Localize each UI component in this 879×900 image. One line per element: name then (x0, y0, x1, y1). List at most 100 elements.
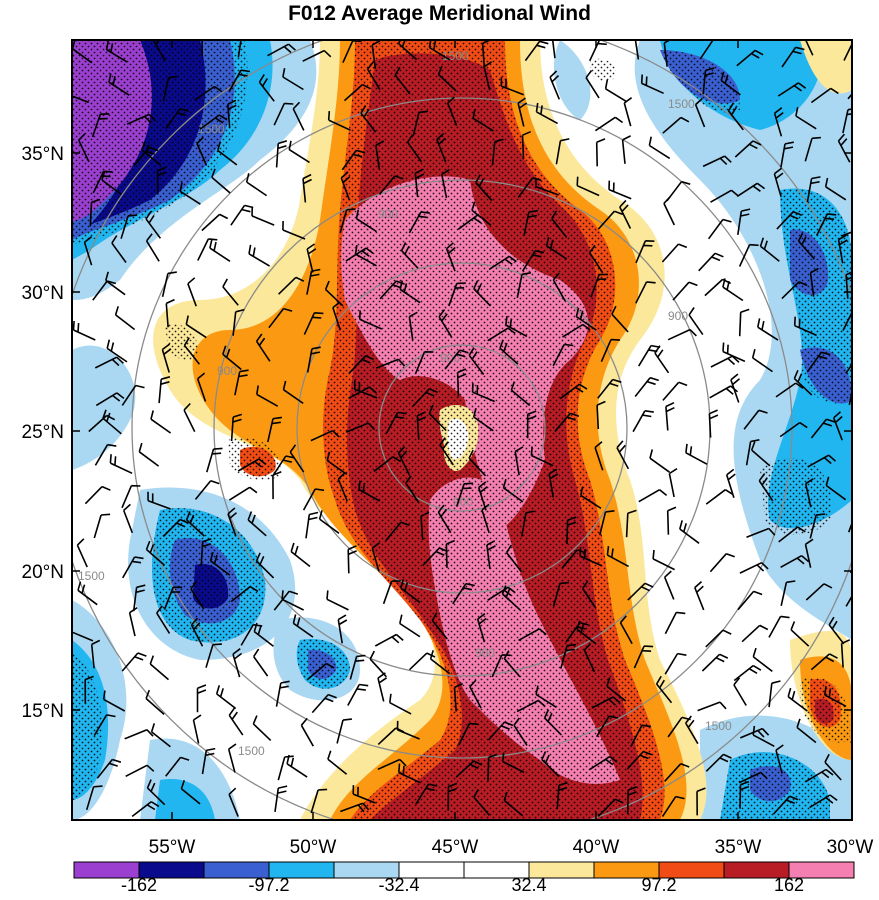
ring-label: 1500 (78, 569, 105, 583)
wind-barb (122, 556, 144, 579)
wind-barb (621, 135, 631, 164)
wind-barb (158, 376, 171, 404)
wind-barb (194, 480, 220, 500)
wind-barb (147, 491, 171, 510)
wind-barb (743, 409, 768, 430)
wind-barb (124, 728, 154, 740)
colorbar-label: 162 (774, 875, 804, 895)
wind-barb (552, 343, 574, 367)
wind-barb (662, 381, 688, 401)
wind-barb (649, 449, 670, 473)
wind-barb (337, 472, 348, 502)
ring-label: 1500 (668, 97, 695, 111)
wind-barb (780, 554, 810, 569)
wind-barb (611, 305, 629, 333)
wind-barb (773, 167, 784, 198)
wind-barb (255, 552, 275, 579)
wind-barb (739, 727, 770, 739)
ring-label: 1500 (442, 49, 469, 63)
wind-barb (768, 680, 781, 708)
wind-barb (341, 149, 366, 171)
wind-barb (352, 785, 376, 804)
ring-label: 900 (453, 495, 473, 509)
wind-barb (530, 446, 554, 467)
wind-barb (165, 298, 175, 328)
range-ring-900 (296, 262, 628, 594)
wind-barb (471, 201, 492, 226)
wind-barb (576, 620, 597, 645)
wind-barb (360, 105, 377, 133)
wind-barb (488, 255, 517, 271)
wind-barb (345, 422, 376, 433)
wind-barb (804, 478, 814, 508)
wind-barb (555, 138, 570, 165)
wind-barb (253, 622, 274, 647)
wind-barb (654, 345, 670, 374)
wind-barb (847, 92, 852, 100)
ring-label: 1500 (238, 744, 265, 758)
wind-barb (282, 68, 304, 91)
wind-barb (101, 171, 122, 196)
wind-barb (487, 327, 516, 342)
wind-barb (554, 412, 580, 433)
wind-barb (545, 236, 568, 260)
wind-barb (824, 753, 842, 781)
wind-barb (736, 49, 764, 67)
wind-barb (552, 272, 566, 302)
wind-barb (535, 685, 557, 708)
wind-barb (773, 107, 784, 137)
wind-barb (663, 196, 676, 226)
ring-label: 900 (217, 364, 237, 378)
wind-barb (455, 760, 483, 778)
wind-barb (306, 268, 321, 295)
wind-barb (216, 141, 238, 166)
wind-barb (245, 173, 268, 197)
wind-field: 900 900 900 900 900 900 1500 1500 1500 1… (72, 40, 852, 820)
wind-barb (222, 278, 239, 306)
wind-barb (228, 787, 239, 817)
wind-barb (734, 140, 762, 158)
wind-barb (255, 333, 271, 362)
wind-barb (145, 233, 160, 262)
wind-barb (399, 614, 421, 638)
lon-label: 30°W (827, 837, 874, 858)
wind-barb (775, 744, 784, 774)
wind-barb (778, 526, 806, 543)
wind-barb (518, 628, 547, 642)
wind-barb (679, 520, 700, 544)
lon-label: 55°W (149, 837, 196, 858)
wind-barb (354, 244, 377, 267)
wind-barb (604, 79, 627, 102)
wind-barb (552, 581, 569, 607)
wind-barb (746, 527, 776, 539)
wind-barb (456, 368, 467, 397)
wind-barb (468, 449, 487, 477)
wind-barb (343, 83, 371, 102)
wind-barb (775, 382, 804, 398)
wind-barb (501, 752, 525, 774)
wind-barb (72, 320, 96, 341)
wind-barb (517, 177, 542, 198)
ring-label: 1500 (198, 122, 225, 136)
wind-barb (705, 753, 732, 772)
wind-barb (806, 351, 831, 373)
wind-barb (596, 400, 606, 430)
wind-barb (84, 485, 111, 505)
wind-barb (415, 783, 438, 805)
wind-barb (105, 40, 128, 63)
wind-barb (809, 513, 826, 539)
wind-barb (685, 443, 708, 465)
wind-barb (739, 561, 769, 574)
wind-barb (187, 277, 197, 307)
wind-barb (710, 355, 740, 368)
wind-barb (190, 581, 205, 610)
wind-barb (382, 580, 401, 605)
wind-barb (77, 581, 98, 606)
wind-barb (399, 280, 421, 304)
wind-barb (664, 762, 690, 782)
wind-barb (292, 101, 305, 131)
wind-barb (438, 309, 453, 338)
wind-barb (517, 97, 528, 127)
wind-barb (499, 339, 519, 365)
wind-barb (76, 538, 88, 568)
